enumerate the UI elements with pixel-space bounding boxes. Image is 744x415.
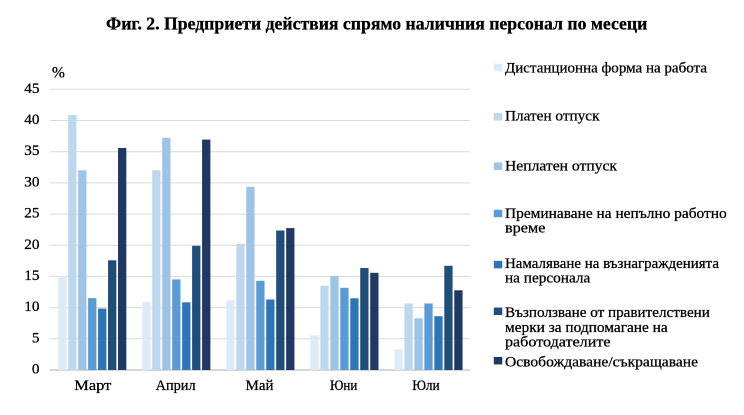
svg-text:мерки за подпомагане на: мерки за подпомагане на xyxy=(505,320,668,336)
svg-text:%: % xyxy=(52,64,65,81)
svg-text:Неплатен отпуск: Неплатен отпуск xyxy=(505,158,618,174)
svg-text:30: 30 xyxy=(24,174,39,190)
svg-text:Юни: Юни xyxy=(330,378,357,394)
svg-text:Платен отпуск: Платен отпуск xyxy=(505,109,600,125)
svg-text:Преминаване на непълно работно: Преминаване на непълно работно xyxy=(505,206,727,222)
svg-text:40: 40 xyxy=(24,112,39,128)
svg-text:време: време xyxy=(505,221,546,237)
svg-text:Май: Май xyxy=(246,378,274,394)
svg-text:0: 0 xyxy=(32,362,40,378)
svg-text:Дистанционна форма на работа: Дистанционна форма на работа xyxy=(505,60,707,76)
svg-text:15: 15 xyxy=(24,268,39,284)
svg-text:на персонала: на персонала xyxy=(505,271,591,287)
svg-text:работодателите: работодателите xyxy=(505,335,611,351)
svg-text:Март: Март xyxy=(74,378,111,394)
svg-text:Намаляване на възнагражденията: Намаляване на възнагражденията xyxy=(505,256,719,272)
svg-text:Фиг. 2. Предприети действия сп: Фиг. 2. Предприети действия спрямо налич… xyxy=(106,14,647,34)
svg-text:35: 35 xyxy=(24,143,39,159)
svg-text:Юли: Юли xyxy=(412,378,439,394)
svg-text:10: 10 xyxy=(24,299,39,315)
svg-text:20: 20 xyxy=(24,237,39,253)
svg-text:5: 5 xyxy=(32,330,40,346)
svg-text:25: 25 xyxy=(24,206,39,222)
svg-text:45: 45 xyxy=(24,81,39,97)
svg-text:Април: Април xyxy=(156,378,196,394)
svg-text:Възползване от правителствени: Възползване от правителствени xyxy=(505,305,710,321)
svg-text:Освобождаване/съкращаване: Освобождаване/съкращаване xyxy=(505,354,698,370)
